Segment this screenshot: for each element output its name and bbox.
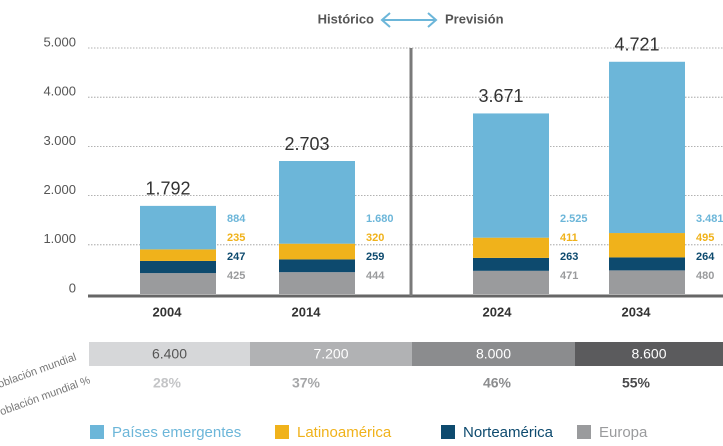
bar-segment	[279, 161, 355, 244]
legend-label: Norteamérica	[463, 424, 554, 441]
data-label: 320	[366, 232, 384, 244]
data-label: 263	[560, 251, 578, 263]
bar-segment	[140, 260, 216, 274]
data-label: 444	[366, 270, 385, 282]
bar-segment	[140, 273, 216, 294]
legend-label: Europa	[599, 424, 648, 441]
legend-swatch	[90, 425, 104, 439]
x-tick-label: 2014	[292, 304, 322, 319]
annotation: Previsión	[445, 11, 504, 26]
legend-swatch	[441, 425, 455, 439]
share-label: 55%	[622, 375, 651, 391]
bar-segment	[473, 113, 549, 238]
total-label: 2.703	[284, 134, 329, 154]
population-label: 7.200	[313, 346, 348, 362]
data-label: 411	[560, 232, 578, 244]
population-label: 8.000	[476, 346, 511, 362]
share-label: 37%	[292, 375, 321, 391]
legend-label: Países emergentes	[112, 424, 241, 441]
data-label: 259	[366, 251, 384, 263]
total-label: 1.792	[145, 179, 190, 199]
share-label: 28%	[153, 375, 182, 391]
data-label: 2.525	[560, 213, 588, 225]
data-label: 495	[696, 232, 714, 244]
population-box	[89, 342, 250, 366]
data-label: 1.680	[366, 213, 394, 225]
bar-segment	[279, 272, 355, 294]
x-tick-label: 2034	[622, 304, 652, 319]
y-tick-label: 2.000	[43, 182, 76, 197]
y-tick-label: 5.000	[43, 34, 76, 49]
data-label: 235	[227, 232, 245, 244]
data-label: 264	[696, 251, 715, 263]
legend-swatch	[275, 425, 289, 439]
bar-segment	[609, 270, 685, 294]
bar-segment	[140, 249, 216, 261]
data-label: 425	[227, 270, 245, 282]
population-label: 8.600	[631, 346, 666, 362]
bar-segment	[140, 205, 216, 250]
bar-segment	[473, 257, 549, 271]
population-box	[575, 342, 723, 366]
bar-segment	[609, 233, 685, 258]
data-label: 884	[227, 213, 246, 225]
x-tick-label: 2004	[153, 304, 183, 319]
population-box	[412, 342, 575, 366]
bar-segment	[279, 259, 355, 273]
annotation: Histórico	[318, 11, 374, 26]
arrow	[380, 12, 438, 28]
bar-segment	[609, 61, 685, 234]
data-label: 3.481	[696, 213, 723, 225]
data-label: 247	[227, 251, 245, 263]
y-tick-label: 3.000	[43, 133, 76, 148]
legend-swatch	[577, 425, 591, 439]
population-label: 6.400	[152, 346, 187, 362]
share-label: 46%	[483, 375, 512, 391]
y-tick-label: 1.000	[43, 231, 76, 246]
population-box	[250, 342, 412, 366]
data-label: 471	[560, 270, 578, 282]
bar-segment	[473, 237, 549, 258]
legend-label: Latinoamérica	[297, 424, 392, 441]
y-tick-label: 0	[69, 280, 76, 295]
y-tick-label: 4.000	[43, 84, 76, 99]
total-label: 3.671	[478, 86, 523, 106]
x-tick-label: 2024	[483, 304, 513, 319]
total-label: 4.721	[614, 34, 659, 54]
data-label: 480	[696, 270, 714, 282]
bar-segment	[609, 257, 685, 271]
bar-segment	[473, 270, 549, 294]
bar-segment	[279, 243, 355, 260]
